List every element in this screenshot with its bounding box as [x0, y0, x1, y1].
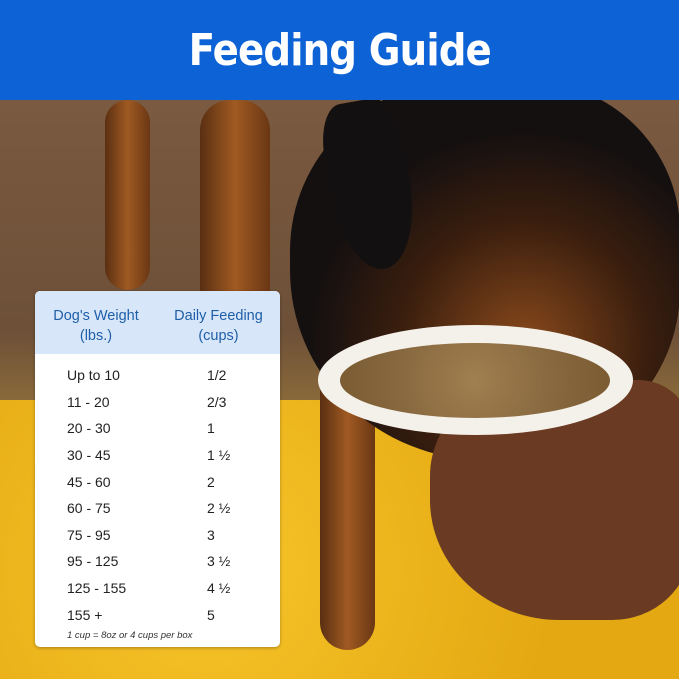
table-row: Up to 10 1/2: [35, 362, 280, 389]
table-row: 60 - 75 2 ½: [35, 495, 280, 522]
cups-cell: 5: [207, 606, 215, 623]
cups-cell: 3: [207, 526, 215, 543]
cups-cell: 1/2: [207, 367, 227, 384]
header-weight: Dog's Weight (lbs.): [35, 291, 157, 354]
weight-cell: 75 - 95: [67, 526, 111, 543]
cups-cell: 2 ½: [207, 500, 231, 517]
table-note: 1 cup = 8oz or 4 cups per box: [67, 629, 193, 641]
table-row: 95 - 125 3 ½: [35, 548, 280, 575]
header-weight-line1: Dog's Weight: [53, 308, 139, 324]
table-row: 75 - 95 3: [35, 522, 280, 549]
weight-cell: Up to 10: [67, 367, 120, 384]
weight-cell: 95 - 125: [67, 553, 119, 570]
header-cups: Daily Feeding (cups): [157, 291, 280, 354]
table-row: 45 - 60 2: [35, 468, 280, 495]
weight-cell: 30 - 45: [67, 447, 111, 464]
weight-cell: 11 - 20: [67, 393, 110, 410]
title-banner: Feeding Guide: [0, 0, 679, 100]
weight-cell: 60 - 75: [67, 500, 111, 517]
table-row: 155 + 5: [35, 601, 280, 628]
page-title: Feeding Guide: [188, 24, 491, 76]
cups-cell: 2: [207, 473, 215, 490]
header-cups-line2: (cups): [198, 328, 239, 344]
cups-cell: 3 ½: [207, 553, 231, 570]
dog-eating-photo: [0, 100, 679, 679]
dog-leg: [105, 100, 150, 290]
cups-cell: 4 ½: [207, 580, 231, 597]
cups-cell: 1: [207, 420, 215, 437]
cups-cell: 2/3: [207, 393, 227, 410]
cups-cell: 1 ½: [207, 447, 231, 464]
weight-cell: 45 - 60: [67, 473, 111, 490]
header-weight-line2: (lbs.): [79, 328, 113, 344]
dog-food: [340, 343, 610, 418]
table-header: Dog's Weight (lbs.) Daily Feeding (cups): [35, 291, 280, 354]
table-row: 125 - 155 4 ½: [35, 575, 280, 602]
weight-cell: 155 +: [67, 606, 103, 623]
feeding-table: Dog's Weight (lbs.) Daily Feeding (cups)…: [35, 291, 280, 647]
table-row: 20 - 30 1: [35, 415, 280, 442]
table-row: 30 - 45 1 ½: [35, 442, 280, 469]
table-body: Up to 10 1/2 11 - 20 2/3 20 - 30 1 30 - 45 1 ½ 4…: [35, 354, 280, 628]
weight-cell: 125 - 155: [67, 580, 127, 597]
header-cups-line1: Daily Feeding: [174, 308, 263, 324]
table-row: 11 - 20 2/3: [35, 389, 280, 416]
food-bowl: [318, 325, 633, 560]
weight-cell: 20 - 30: [67, 420, 111, 437]
